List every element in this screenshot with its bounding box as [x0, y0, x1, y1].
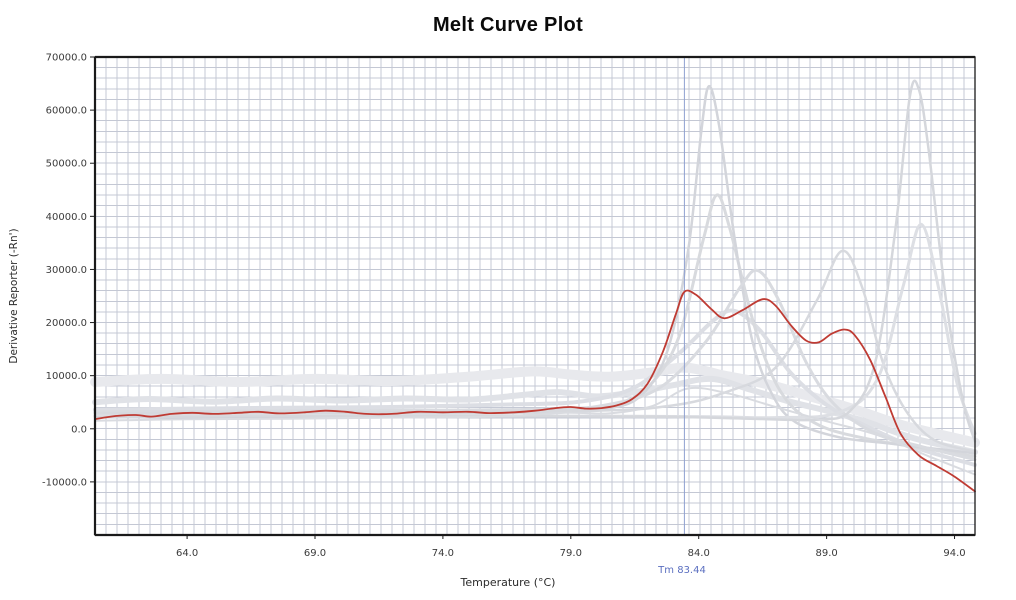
- x-tick-label: 79.0: [560, 548, 582, 559]
- y-tick-label: 10000.0: [46, 371, 87, 382]
- x-tick-label: 74.0: [432, 548, 454, 559]
- y-tick-label: 60000.0: [46, 106, 87, 117]
- x-tick-label: 84.0: [688, 548, 710, 559]
- y-tick-label: 20000.0: [46, 318, 87, 329]
- y-tick-label: 70000.0: [46, 53, 87, 64]
- background-peak-86: [93, 268, 977, 462]
- y-tick-label: 50000.0: [46, 159, 87, 170]
- grid-lines: [95, 57, 975, 535]
- x-axis-label: Temperature (°C): [460, 576, 556, 589]
- y-tick-label: 0.0: [71, 424, 87, 435]
- background-band-b: [92, 375, 978, 456]
- x-tick-label: 94.0: [943, 548, 965, 559]
- x-tick-label: 69.0: [304, 548, 326, 559]
- highlighted-well-curve: [94, 289, 976, 493]
- y-tick-label: 30000.0: [46, 265, 87, 276]
- chart-title: Melt Curve Plot: [432, 14, 584, 36]
- y-tick-label: -10000.0: [42, 477, 87, 488]
- x-tick-label: 64.0: [176, 548, 198, 559]
- x-tick-label: 89.0: [815, 548, 837, 559]
- background-broad-85: [93, 308, 977, 467]
- y-tick-label: 40000.0: [46, 212, 87, 223]
- tm-annotation: Tm 83.44: [658, 565, 706, 576]
- background-low-1: [94, 386, 976, 476]
